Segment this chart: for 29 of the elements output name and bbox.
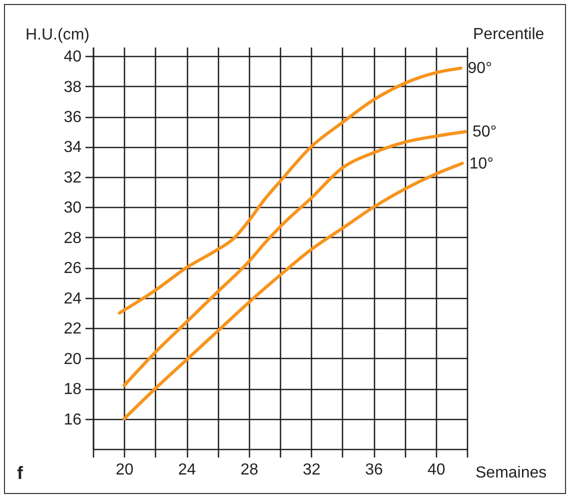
series-label: 50° (472, 124, 497, 141)
y-tick-label: 36 (64, 109, 82, 126)
series-label: 90° (468, 60, 492, 78)
y-tick-label: 32 (64, 169, 82, 186)
y-tick-label: 26 (64, 260, 82, 278)
text: f (17, 463, 24, 483)
y-tick-label: 30 (64, 200, 82, 217)
y-tick-label: 38 (64, 78, 82, 96)
series-label: 10° (469, 155, 494, 172)
x-axis-title: Semaines (476, 464, 547, 482)
y-tick-label: 28 (64, 230, 82, 247)
y-axis-title: H.U.(cm) (26, 26, 90, 44)
x-tick-label: 28 (240, 462, 258, 478)
y-tick-label: 16 (64, 411, 82, 428)
y-tick-label: 22 (64, 320, 82, 338)
y-tick-label: 20 (64, 350, 82, 368)
x-tick-label: 24 (178, 462, 196, 478)
y-tick-label: 24 (64, 290, 82, 308)
y-tick-label: 40 (64, 48, 82, 66)
y-tick-label: 34 (64, 139, 82, 156)
line-series (122, 130, 468, 388)
x-tick-label: 32 (302, 462, 321, 478)
line-series (118, 66, 462, 315)
x-tick-label: 20 (116, 462, 134, 478)
legend-title: Percentile (473, 26, 544, 43)
line-series (122, 162, 464, 420)
y-tick-label: 18 (64, 381, 82, 398)
x-tick-label: 40 (427, 462, 446, 478)
x-tick-label: 36 (365, 462, 383, 478)
